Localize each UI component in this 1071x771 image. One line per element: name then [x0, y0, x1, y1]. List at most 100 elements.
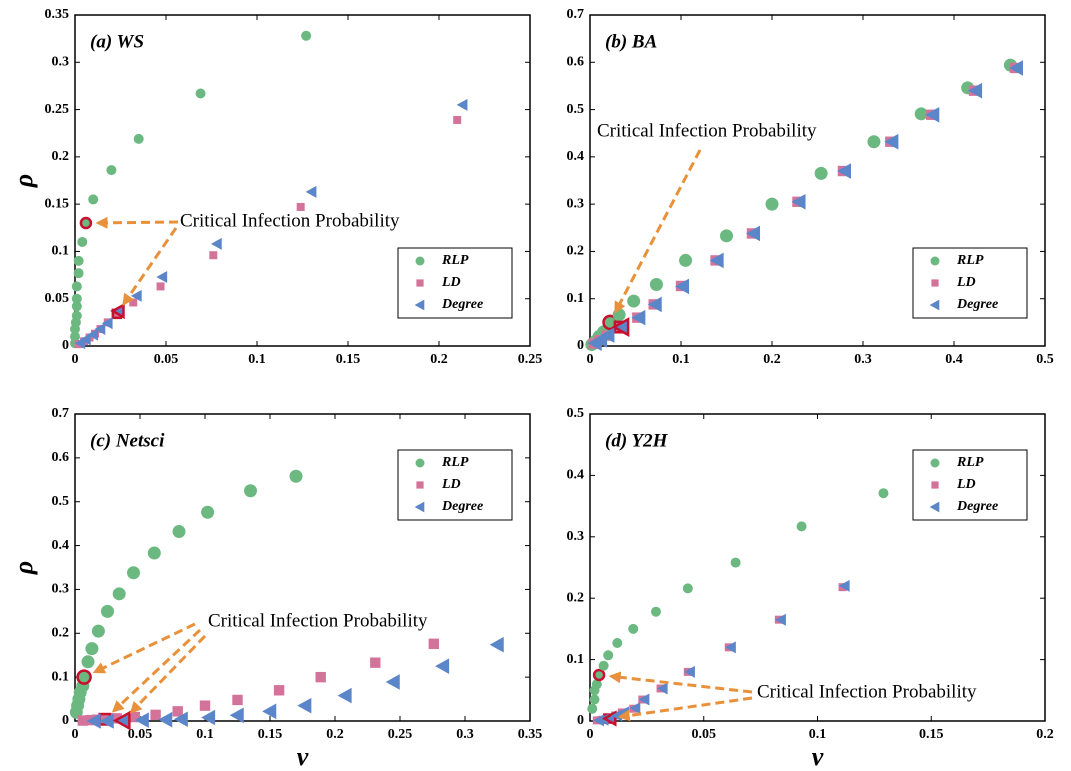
y-tick-label: 0.3	[52, 55, 70, 70]
point	[111, 713, 122, 724]
point	[791, 193, 806, 210]
point	[968, 82, 983, 99]
point	[867, 135, 881, 149]
y-tick-label: 0.4	[567, 149, 585, 164]
point	[627, 294, 641, 308]
point	[682, 583, 693, 594]
x-tick-label: 0.3	[456, 727, 474, 742]
y-tick-label: 0	[577, 713, 584, 728]
point	[598, 660, 609, 671]
point	[71, 301, 82, 312]
legend-marker	[415, 458, 425, 468]
x-tick-label: 0.05	[128, 727, 153, 742]
x-tick-label: 0	[72, 727, 79, 742]
point	[172, 525, 186, 539]
y-tick-label: 0.5	[52, 494, 70, 509]
y-tick-label: 0.4	[52, 538, 70, 553]
annotation-arrow	[92, 622, 196, 674]
x-tick-label: 0.1	[248, 352, 266, 367]
legend-marker	[414, 501, 425, 513]
legend-label: LD	[956, 275, 976, 290]
point	[87, 328, 98, 341]
legend-marker	[416, 279, 424, 287]
point	[77, 236, 88, 247]
point	[112, 710, 131, 731]
y-tick-label: 0.6	[52, 450, 70, 465]
x-tick-label: 0.1	[672, 352, 690, 367]
legend-label: LD	[441, 275, 461, 290]
point	[914, 107, 928, 121]
point	[133, 133, 144, 144]
point	[262, 703, 277, 720]
x-tick-label: 0.25	[388, 727, 413, 742]
x-tick-label: 0.05	[692, 727, 717, 742]
legend-marker	[930, 256, 940, 266]
point	[589, 694, 600, 705]
point	[385, 674, 400, 690]
y-tick-label: 0	[62, 713, 69, 728]
point	[775, 613, 786, 626]
y-tick-label: 0.5	[567, 102, 585, 117]
point	[76, 669, 92, 685]
point	[210, 237, 222, 250]
x-tick-label: 0.4	[945, 352, 963, 367]
point	[173, 711, 188, 728]
point	[88, 194, 99, 205]
point	[99, 713, 114, 729]
x-tick-label: 0	[587, 727, 594, 742]
point	[195, 88, 206, 99]
point	[675, 278, 690, 295]
point	[730, 557, 741, 568]
point	[101, 317, 113, 330]
point	[79, 333, 91, 346]
legend-marker	[929, 299, 940, 311]
y-tick-label: 0.3	[52, 582, 70, 597]
x-tick-label: 0.2	[763, 352, 781, 367]
point	[201, 505, 215, 519]
panel-title: (d) Y2H	[605, 430, 669, 451]
point	[201, 709, 216, 726]
annotation-arrow	[122, 227, 178, 306]
panel-title: (c) Netsci	[90, 430, 165, 451]
point	[456, 98, 468, 111]
legend-label: LD	[956, 477, 976, 492]
legend-label: RLP	[956, 455, 984, 470]
legend-label: LD	[441, 477, 461, 492]
y-tick-label: 0.2	[567, 244, 585, 259]
point	[127, 566, 140, 580]
legend-marker	[929, 501, 940, 513]
x-tick-label: 0.25	[518, 352, 543, 367]
point	[884, 133, 899, 150]
point	[746, 225, 761, 242]
y-tick-label: 0.3	[567, 196, 585, 211]
point	[370, 657, 381, 668]
point	[130, 289, 142, 302]
point	[156, 282, 165, 291]
point	[158, 711, 173, 728]
point	[838, 579, 850, 592]
point	[112, 587, 126, 601]
point	[209, 251, 218, 260]
point	[150, 709, 161, 721]
x-tick-label: 0.15	[258, 727, 283, 742]
point	[428, 638, 439, 650]
point	[94, 322, 106, 335]
y-tick-label: 0.7	[567, 7, 585, 22]
point	[110, 302, 125, 320]
legend-label: Degree	[956, 297, 998, 312]
x-tick-label: 0	[72, 352, 79, 367]
point	[435, 658, 450, 674]
point	[70, 331, 80, 342]
annotation-arrow	[111, 628, 202, 713]
legend-marker	[416, 481, 424, 489]
point	[628, 623, 639, 634]
legend-marker	[414, 299, 425, 311]
point	[106, 165, 117, 176]
point	[725, 641, 736, 654]
point	[244, 484, 257, 498]
point	[631, 309, 646, 326]
annotation: Critical Infection Probability	[757, 681, 977, 702]
y-tick-label: 0.15	[45, 196, 70, 211]
point	[337, 687, 352, 704]
